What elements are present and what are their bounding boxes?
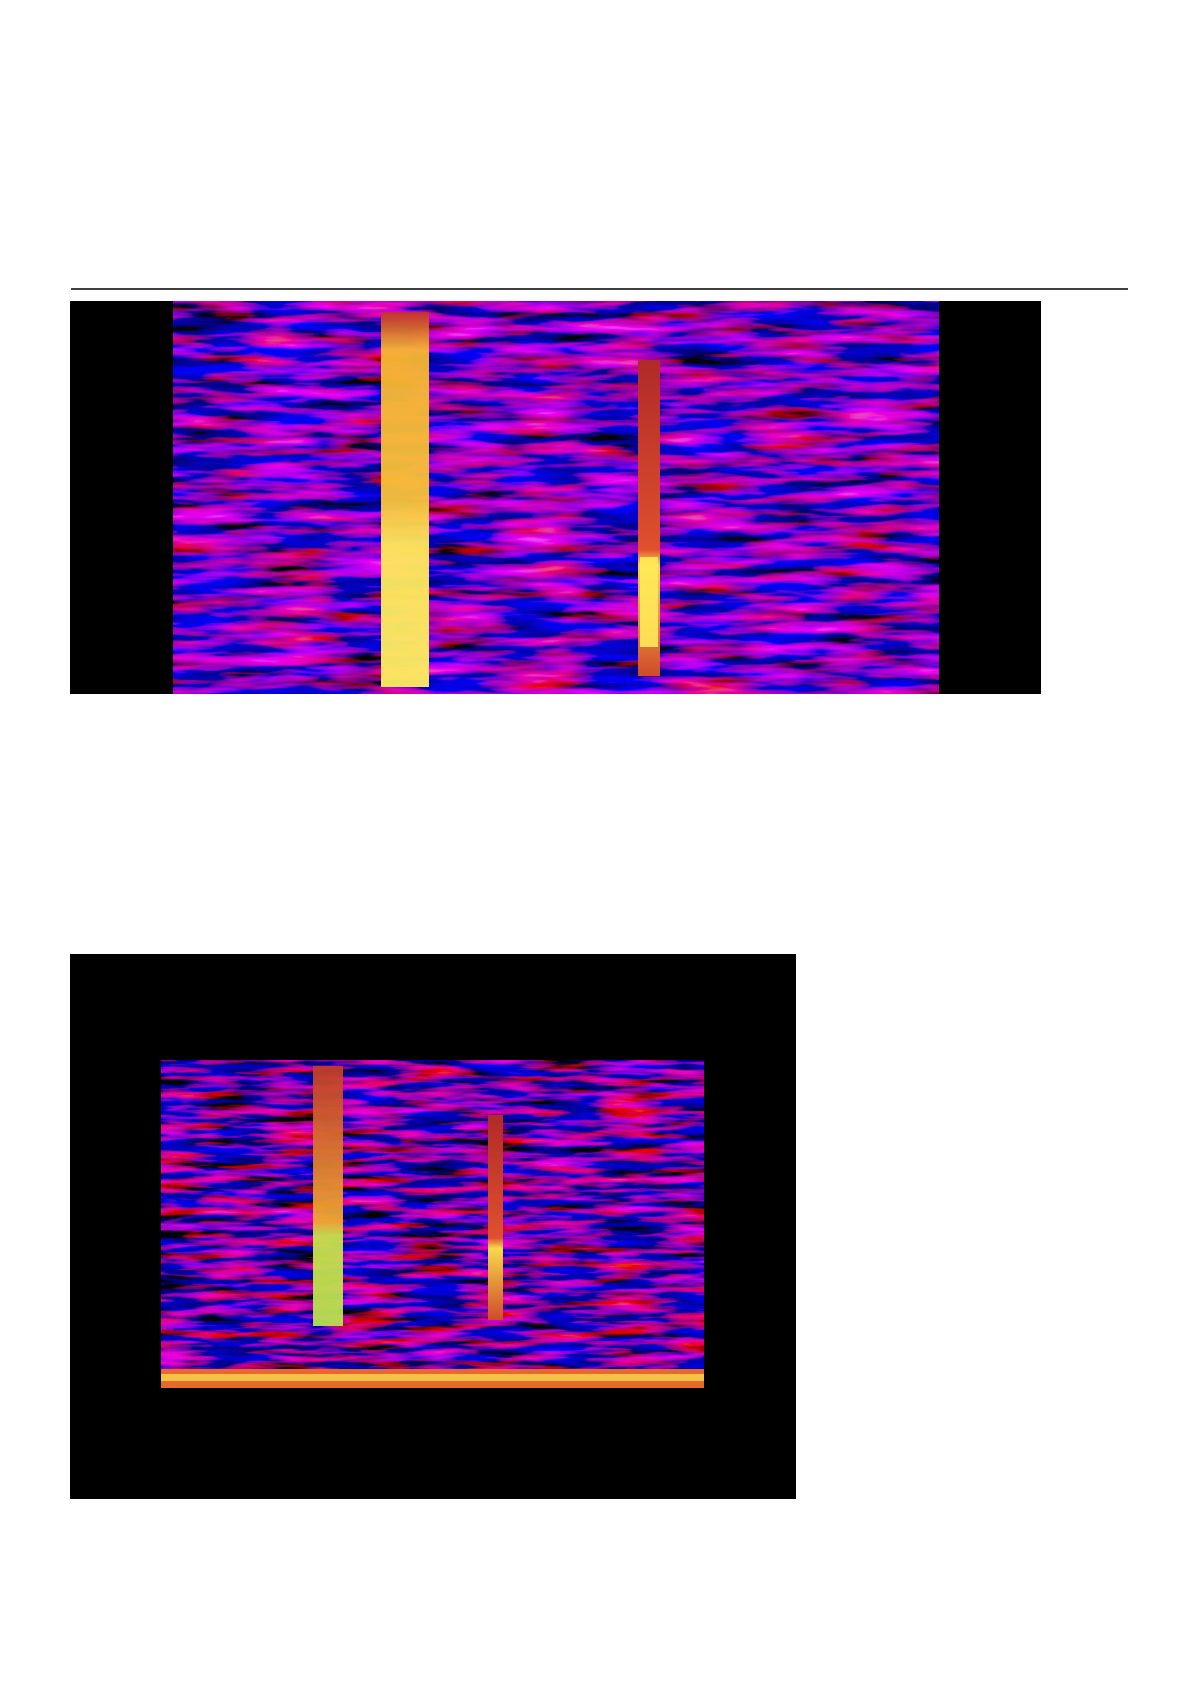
signal-band [313, 1066, 343, 1326]
baseline-band [161, 1374, 704, 1381]
spectrogram-image-2 [70, 954, 796, 1499]
signal-band [381, 312, 429, 687]
spectrogram-image-1 [70, 301, 1041, 694]
spectrogram-noise [161, 1060, 704, 1388]
spectrogram-noise [173, 301, 939, 694]
signal-band [640, 557, 658, 647]
signal-band [488, 1115, 503, 1320]
